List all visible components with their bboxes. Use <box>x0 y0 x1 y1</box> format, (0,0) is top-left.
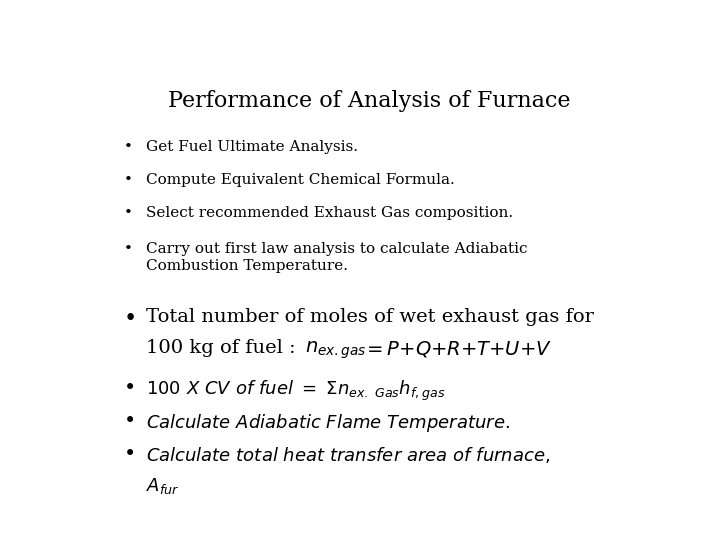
Text: Compute Equivalent Chemical Formula.: Compute Equivalent Chemical Formula. <box>145 173 454 187</box>
Text: •: • <box>124 308 137 330</box>
Text: Total number of moles of wet exhaust gas for: Total number of moles of wet exhaust gas… <box>145 308 594 326</box>
Text: $\mathit{= P{+}Q{+}R{+}T{+}U{+}V}$: $\mathit{= P{+}Q{+}R{+}T{+}U{+}V}$ <box>364 339 552 359</box>
Text: •: • <box>124 206 132 220</box>
Text: •: • <box>124 379 136 398</box>
Text: $\mathit{A}_{fur}$: $\mathit{A}_{fur}$ <box>145 476 179 496</box>
Text: Select recommended Exhaust Gas composition.: Select recommended Exhaust Gas compositi… <box>145 206 513 220</box>
Text: •: • <box>124 140 132 154</box>
Text: •: • <box>124 446 136 464</box>
Text: •: • <box>124 241 132 255</box>
Text: Carry out first law analysis to calculate Adiabatic
Combustion Temperature.: Carry out first law analysis to calculat… <box>145 241 527 273</box>
Text: 100 kg of fuel :: 100 kg of fuel : <box>145 339 302 357</box>
Text: Performance of Analysis of Furnace: Performance of Analysis of Furnace <box>168 90 570 112</box>
Text: $\mathit{Calculate\ total\ heat\ transfer\ area\ of\ furnace,}$: $\mathit{Calculate\ total\ heat\ transfe… <box>145 446 550 465</box>
Text: •: • <box>124 412 136 431</box>
Text: $\mathit{100\ X\ CV\ of\ fuel\ =\ \Sigma n_{ex.\ Gas}h_{f,gas}}$: $\mathit{100\ X\ CV\ of\ fuel\ =\ \Sigma… <box>145 379 445 403</box>
Text: •: • <box>124 173 132 187</box>
Text: $\mathit{Calculate\ Adiabatic\ Flame\ Temperature.}$: $\mathit{Calculate\ Adiabatic\ Flame\ Te… <box>145 412 510 434</box>
Text: Get Fuel Ultimate Analysis.: Get Fuel Ultimate Analysis. <box>145 140 358 154</box>
Text: $\mathit{n}_{ex.gas}$: $\mathit{n}_{ex.gas}$ <box>305 339 366 361</box>
